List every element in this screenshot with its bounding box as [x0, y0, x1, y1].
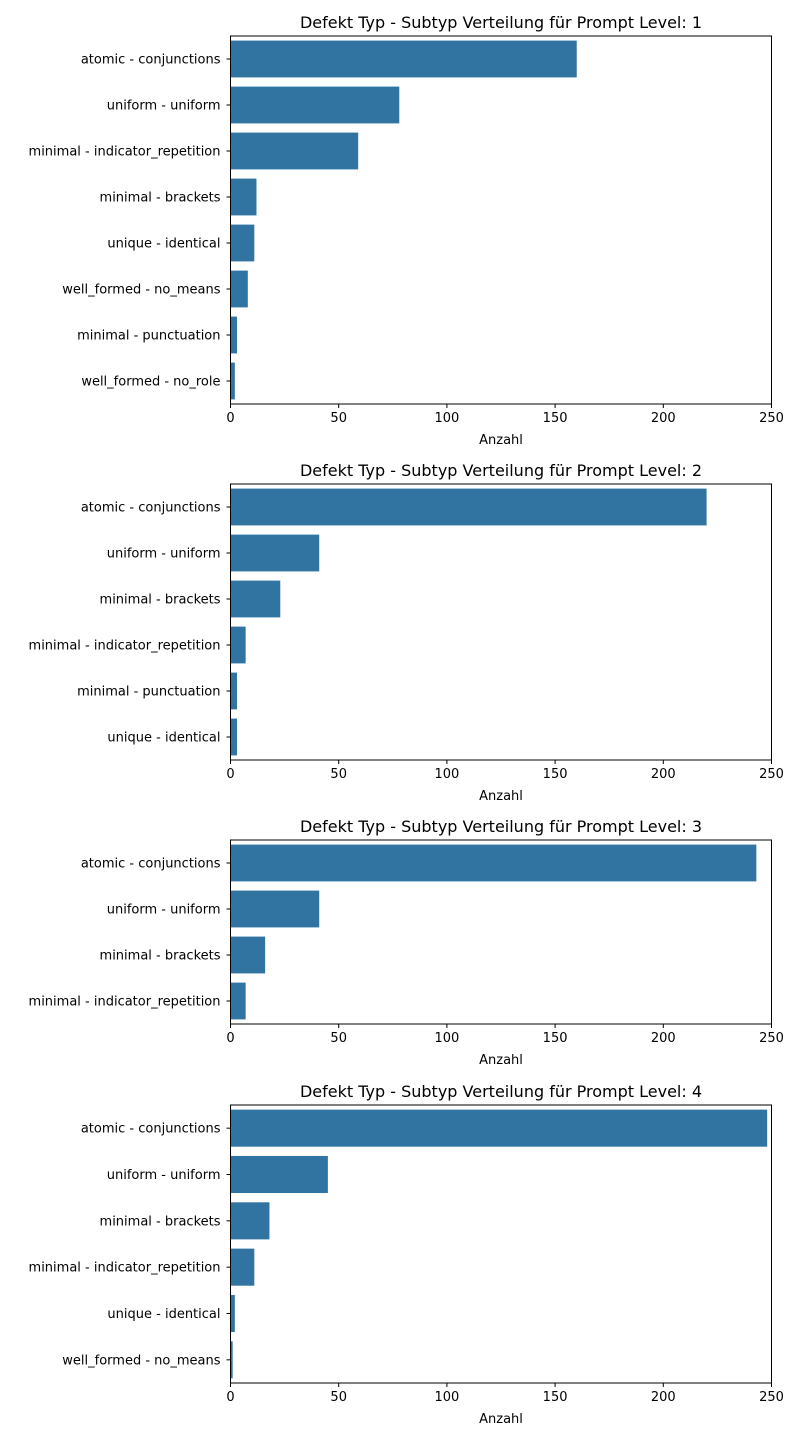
- chart-3: Defekt Typ - Subtyp Verteilung für Promp…: [29, 817, 784, 1068]
- x-tick-label: 50: [330, 767, 347, 782]
- x-tick-label: 100: [434, 1031, 459, 1046]
- bar: [230, 1109, 768, 1147]
- chart-title: Defekt Typ - Subtyp Verteilung für Promp…: [300, 817, 702, 836]
- category-label: minimal - indicator_repetition: [29, 995, 221, 1010]
- category-label: atomic - conjunctions: [81, 857, 221, 872]
- category-label: minimal - brackets: [100, 949, 221, 964]
- category-label: minimal - brackets: [100, 191, 221, 206]
- chart-2: Defekt Typ - Subtyp Verteilung für Promp…: [29, 461, 784, 804]
- bar: [230, 1341, 233, 1379]
- category-label: minimal - indicator_repetition: [29, 145, 221, 160]
- bar: [230, 1202, 270, 1240]
- x-tick-label: 50: [330, 1390, 347, 1405]
- plot-frame: [230, 483, 772, 761]
- category-label: atomic - conjunctions: [81, 1122, 221, 1137]
- x-tick-label: 0: [226, 1031, 234, 1046]
- category-label: minimal - punctuation: [77, 685, 220, 700]
- x-tick-label: 100: [434, 767, 459, 782]
- category-label: atomic - conjunctions: [81, 501, 221, 516]
- x-tick-label: 100: [434, 1390, 459, 1405]
- category-label: well_formed - no_role: [81, 375, 220, 390]
- category-label: uniform - uniform: [107, 99, 221, 114]
- x-tick-label: 200: [651, 767, 676, 782]
- category-label: minimal - brackets: [100, 1214, 221, 1229]
- x-tick-label: 50: [330, 1031, 347, 1046]
- category-label: unique - identical: [107, 237, 220, 252]
- category-label: minimal - indicator_repetition: [29, 639, 221, 654]
- bar: [230, 718, 237, 756]
- plot-frame: [230, 1104, 772, 1384]
- bar: [230, 40, 577, 78]
- chart-title: Defekt Typ - Subtyp Verteilung für Promp…: [300, 13, 702, 32]
- x-tick-label: 200: [651, 1031, 676, 1046]
- category-label: minimal - indicator_repetition: [29, 1261, 221, 1276]
- bar: [230, 1294, 235, 1333]
- bar: [230, 1248, 255, 1286]
- category-label: well_formed - no_means: [62, 1353, 220, 1368]
- category-label: unique - identical: [107, 1307, 220, 1322]
- x-tick-label: 0: [226, 411, 234, 426]
- chart-1: Defekt Typ - Subtyp Verteilung für Promp…: [29, 13, 784, 448]
- category-label: atomic - conjunctions: [81, 53, 221, 68]
- x-axis-label: Anzahl: [479, 1053, 523, 1068]
- bar: [230, 936, 266, 974]
- x-axis-label: Anzahl: [479, 433, 523, 448]
- bar: [230, 224, 255, 262]
- bar: [230, 534, 320, 572]
- bar: [230, 132, 359, 170]
- bar: [230, 982, 246, 1020]
- chart-title: Defekt Typ - Subtyp Verteilung für Promp…: [300, 461, 702, 480]
- x-tick-label: 0: [226, 767, 234, 782]
- x-tick-label: 250: [759, 767, 784, 782]
- category-label: uniform - uniform: [107, 903, 221, 918]
- bar: [230, 890, 320, 928]
- category-label: uniform - uniform: [107, 547, 221, 562]
- bar: [230, 270, 248, 308]
- category-label: uniform - uniform: [107, 1168, 221, 1183]
- x-tick-label: 200: [651, 411, 676, 426]
- x-axis-label: Anzahl: [479, 1412, 523, 1427]
- plot-frame: [230, 839, 772, 1025]
- x-tick-label: 100: [434, 411, 459, 426]
- bar: [230, 1155, 328, 1194]
- x-axis-label: Anzahl: [479, 789, 523, 804]
- bar: [230, 362, 235, 400]
- bar: [230, 580, 281, 618]
- plot-frame: [230, 35, 772, 405]
- category-label: unique - identical: [107, 731, 220, 746]
- x-tick-label: 250: [759, 1031, 784, 1046]
- x-tick-label: 150: [543, 767, 568, 782]
- bar: [230, 86, 400, 124]
- bar: [230, 844, 757, 882]
- chart-title: Defekt Typ - Subtyp Verteilung für Promp…: [300, 1082, 702, 1101]
- x-tick-label: 150: [543, 411, 568, 426]
- bar: [230, 488, 707, 526]
- bar: [230, 672, 237, 710]
- x-tick-label: 150: [543, 1031, 568, 1046]
- x-tick-label: 250: [759, 1390, 784, 1405]
- bar: [230, 316, 237, 354]
- bar: [230, 178, 257, 216]
- category-label: minimal - brackets: [100, 593, 221, 608]
- x-tick-label: 250: [759, 411, 784, 426]
- x-tick-label: 0: [226, 1390, 234, 1405]
- x-tick-label: 150: [543, 1390, 568, 1405]
- x-tick-label: 200: [651, 1390, 676, 1405]
- category-label: minimal - punctuation: [77, 329, 220, 344]
- x-tick-label: 50: [330, 411, 347, 426]
- category-label: well_formed - no_means: [62, 283, 220, 298]
- bar: [230, 626, 246, 664]
- chart-4: Defekt Typ - Subtyp Verteilung für Promp…: [29, 1082, 784, 1427]
